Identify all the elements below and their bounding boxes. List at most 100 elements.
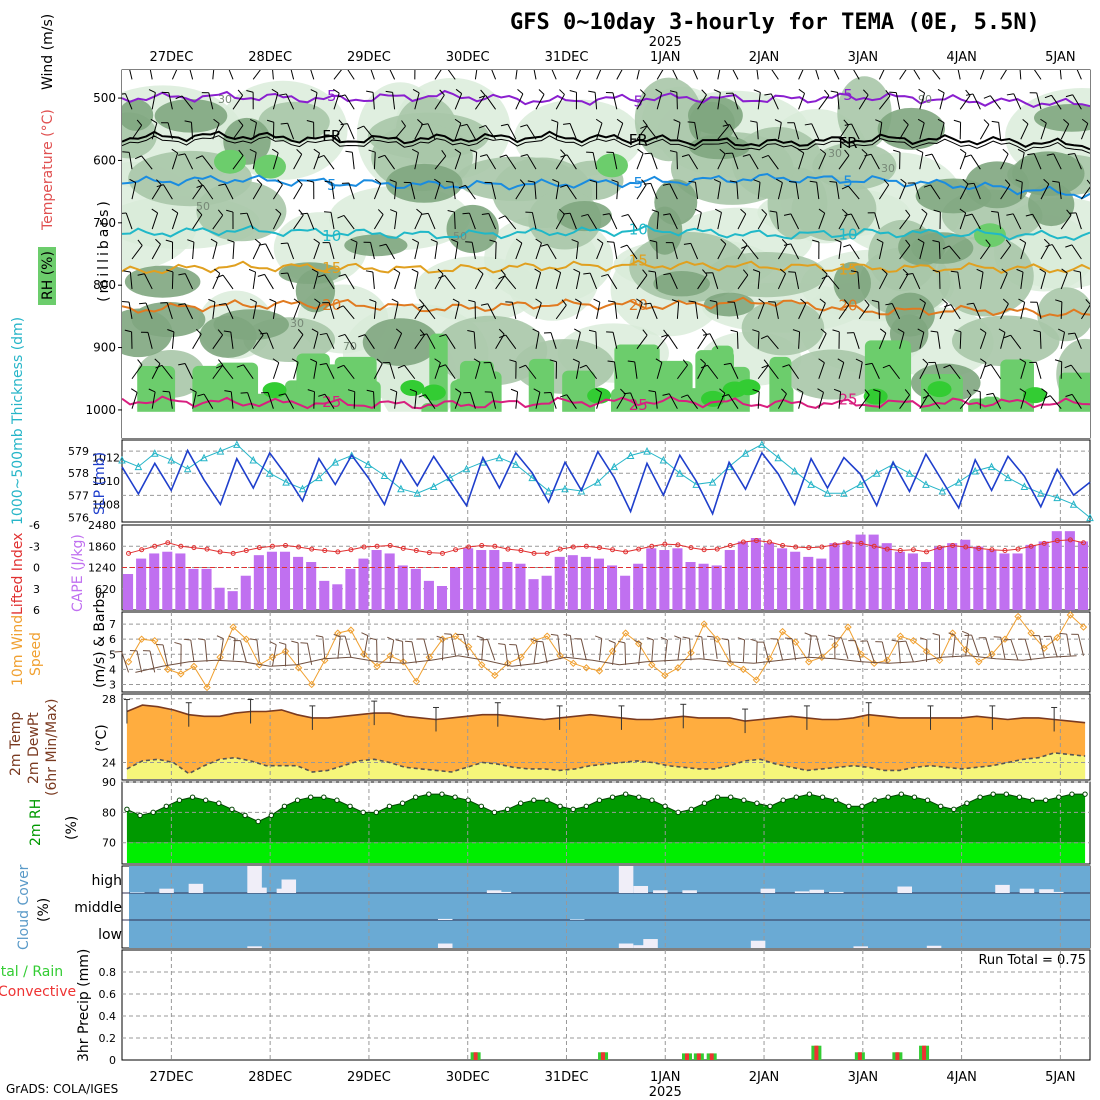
isotherm-label: 25 (838, 391, 857, 409)
wind-barb-flag (984, 364, 992, 368)
thickness-marker (298, 484, 307, 493)
wind-barb-flag (902, 268, 909, 275)
wind-barb-flag (844, 149, 850, 156)
wind-barb-flag (942, 245, 950, 250)
wind-barb (566, 154, 577, 170)
rh-contour-region (833, 261, 871, 305)
wind-barb (252, 70, 261, 80)
wind-barb-flag (804, 632, 812, 636)
wind-barb (337, 636, 341, 659)
cloud-cover-bar (1049, 891, 1064, 893)
rh2m-marker (163, 803, 170, 809)
wind-barb-flag (944, 304, 952, 308)
wind-barb-flag (607, 300, 616, 303)
wind-barb-flag (171, 148, 178, 154)
wind-barb (491, 182, 497, 200)
rh2m-marker (885, 794, 891, 800)
wind-barb-flag (454, 388, 462, 394)
wind-barb (192, 184, 203, 200)
wind-barb (609, 213, 618, 230)
wind-barb-flag (1017, 148, 1025, 153)
lifted-index-marker (348, 547, 354, 553)
thickness-marker (511, 460, 520, 468)
cape-bar (724, 550, 735, 610)
li-tick-label: 3 (33, 583, 40, 596)
wind-barb (272, 184, 283, 200)
wind-barb-flag (122, 93, 126, 95)
rh-legend-swatch (38, 247, 56, 305)
wind-barb (1024, 638, 1032, 661)
wind-barb-flag (820, 328, 827, 334)
wind-barb-flag (269, 298, 277, 303)
wind-barb (265, 243, 274, 260)
rh2m-marker (294, 797, 301, 803)
wind-barb-flag (1022, 118, 1029, 125)
rh-high-region (772, 385, 794, 418)
wind10-speed-marker (752, 676, 761, 684)
wind-barb-flag (535, 238, 542, 244)
cape-bar (868, 534, 879, 610)
wind-barb-flag (774, 119, 782, 123)
wind-barb (669, 273, 678, 290)
wind-barb-flag (411, 268, 419, 273)
wind-barb (757, 182, 761, 200)
wind-barb-flag (538, 89, 545, 95)
wind-barb-flag (395, 639, 403, 642)
wind-barb (607, 274, 618, 290)
wind-barb (290, 70, 295, 80)
wind-barb-flag (559, 89, 565, 95)
wind-barb (654, 391, 658, 409)
wind-barb-flag (1013, 61, 1020, 62)
wind-barb (247, 392, 254, 409)
lifted-index-marker (439, 550, 445, 556)
wind10-speed-marker (438, 635, 447, 643)
isotherm-label: FR (322, 127, 341, 145)
wind-barb-flag (412, 88, 420, 94)
wind-barb-flag (932, 269, 940, 273)
wind-barb (838, 391, 842, 409)
precip-tick-label: 0 (109, 1054, 116, 1067)
wind-barb-flag (280, 242, 288, 245)
wind-barb-flag (833, 388, 841, 393)
wind-barb-flag (702, 269, 708, 276)
wind-barb (414, 272, 419, 290)
wind-barb-flag (979, 328, 987, 334)
wind-barb (323, 155, 335, 170)
wind-barb (445, 334, 456, 350)
cape-bar (345, 568, 356, 610)
wind-barb-flag (280, 272, 288, 275)
wind-barb (434, 94, 445, 110)
thickness-marker (183, 464, 192, 473)
wind-barb-flag (919, 298, 926, 304)
wind-barb (252, 184, 263, 200)
wind-barb (730, 363, 739, 379)
wind-barb-flag (804, 123, 812, 126)
lifted-index-marker (1067, 537, 1073, 543)
panel-frame-slp-thickness (121, 439, 1091, 523)
cloud-cover-bar (437, 918, 453, 920)
wind-barb-flag (441, 150, 447, 157)
cape-bar (253, 555, 264, 610)
wind-barb (453, 212, 456, 230)
wind-barb (344, 274, 355, 290)
wind-barb-flag (534, 268, 541, 273)
wind-barb-flag (246, 90, 254, 93)
wind-barb (272, 92, 279, 110)
wind-barb (555, 304, 567, 320)
wind-barb (1000, 273, 1008, 290)
wind-barb-flag (296, 149, 303, 155)
wind-barb-flag (452, 298, 460, 303)
wind-barb (504, 275, 517, 290)
wind-barb (212, 301, 216, 319)
wind-barb-flag (1002, 298, 1009, 305)
wind-barb (373, 152, 376, 170)
thickness-marker (840, 489, 848, 497)
wind-barb-flag (827, 634, 835, 638)
wind-barb (959, 331, 962, 349)
wind-barb-flag (517, 88, 524, 95)
wind-barb (171, 271, 174, 289)
wind-barb (612, 332, 618, 349)
wind-barb (990, 364, 1002, 380)
cape-tick-label: 2480 (88, 519, 116, 532)
wind-barb (392, 92, 396, 110)
